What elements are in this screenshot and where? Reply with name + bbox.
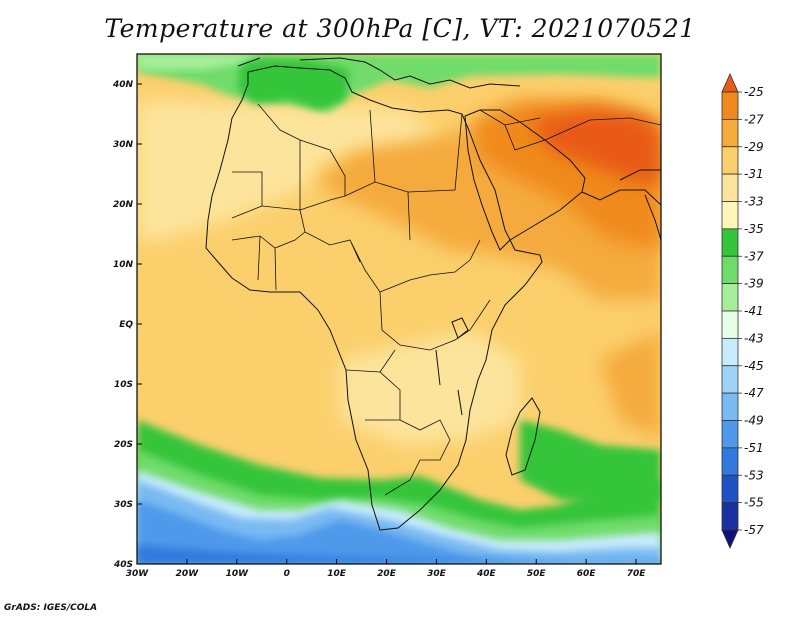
madagascar-coastline	[505, 397, 541, 476]
lat-tick-label: 10S	[114, 380, 133, 390]
colorbar-swatch	[721, 365, 739, 394]
colorbar-label: -41	[744, 304, 764, 318]
lon-tick-label: 0	[284, 569, 290, 579]
lon-tick-label: 30W	[126, 569, 150, 579]
colorbar-label: -53	[744, 468, 764, 482]
border-southern-africa	[345, 349, 451, 496]
field-green-south-east	[520, 420, 661, 505]
colorbar-swatch	[721, 502, 739, 531]
lat-tick-label: EQ	[119, 320, 133, 330]
india-coastline	[644, 194, 661, 241]
colorbar-label: -51	[744, 441, 764, 455]
colorbar-label: -29	[744, 140, 764, 154]
colorbar-label: -45	[744, 359, 764, 373]
latitude-ticks: 40N 30N 20N 10N EQ 10S 20S 30S 40S	[112, 80, 142, 570]
colorbar-swatch	[721, 447, 739, 476]
field-blue-south-deep	[137, 500, 661, 564]
country-borders	[231, 103, 661, 496]
colorbar-swatch	[721, 255, 739, 285]
field-lightgreen-north	[137, 54, 260, 70]
map-frame	[136, 53, 662, 565]
lon-tick-label: 10E	[327, 569, 347, 579]
colorbar-label: -57	[744, 523, 764, 537]
lon-tick-label: 30E	[427, 569, 447, 579]
lat-tick-label: 40S	[113, 560, 133, 570]
lat-tick-label: 40N	[112, 80, 134, 90]
lake-malawi	[457, 389, 463, 416]
colorbar-swatch	[721, 201, 739, 230]
field-orange-indian-ocean	[600, 330, 661, 440]
colorbar-swatch	[721, 118, 739, 148]
chart-title: Temperature at 300hPa [C], VT: 202107052…	[104, 14, 696, 43]
colorbar-swatch	[721, 337, 739, 367]
credit-label: GrADS: IGES/COLA	[4, 603, 98, 613]
colorbar-swatch	[721, 91, 739, 120]
border-north-africa	[232, 103, 463, 241]
coastlines	[205, 57, 661, 531]
border-central-africa	[299, 209, 491, 351]
colorbar-label: -49	[744, 414, 764, 428]
lat-tick-label: 30S	[114, 500, 133, 510]
colorbar: -25 -27 -29 -31 -33 -35 -37 -39 -41 -43 -45 -47 -49 -…	[721, 73, 764, 549]
lat-tick-label: 30N	[113, 140, 134, 150]
field-green-north-dark	[238, 58, 350, 110]
colorbar-label: -55	[744, 496, 764, 510]
asia-coastline	[581, 169, 661, 206]
colorbar-label: -37	[744, 249, 764, 263]
colorbar-label: -31	[744, 167, 764, 181]
colorbar-label: -43	[744, 331, 764, 345]
colorbar-swatch	[721, 173, 739, 202]
europe-coastline	[237, 57, 521, 89]
field-red-iran	[530, 110, 661, 185]
lon-tick-label: 70E	[627, 569, 647, 579]
lon-tick-label: 10W	[226, 569, 250, 579]
border-middle-east	[479, 109, 661, 151]
border-west-africa	[231, 205, 306, 291]
lon-tick-label: 20W	[176, 569, 200, 579]
colorbar-label: -27	[744, 112, 764, 126]
colorbar-label: -33	[744, 195, 764, 209]
lon-tick-label: 20E	[377, 569, 397, 579]
lat-tick-label: 10N	[113, 260, 134, 270]
field-darkblue-south	[137, 545, 661, 564]
lake-victoria	[451, 317, 469, 339]
colorbar-swatch	[721, 474, 739, 504]
field-light-southafrica	[340, 330, 520, 445]
lake-tanganyika	[435, 349, 441, 386]
colorbar-label: -35	[744, 222, 764, 236]
colorbar-swatch	[721, 146, 739, 175]
lat-tick-label: 20S	[114, 440, 133, 450]
lon-tick-label: 40E	[476, 569, 497, 579]
colorbar-swatch	[721, 73, 739, 93]
colorbar-swatch	[721, 420, 739, 449]
lon-tick-label: 50E	[527, 569, 547, 579]
longitude-ticks: 30W 20W 10W 0 10E 20E 30E 40E 50E 60E 70E	[126, 559, 646, 579]
colorbar-swatch	[721, 310, 739, 339]
colorbar-swatch	[721, 529, 739, 549]
field-light-band	[137, 100, 440, 240]
colorbar-swatch	[721, 392, 739, 421]
colorbar-label: -39	[744, 277, 764, 291]
colorbar-label: -47	[744, 386, 764, 400]
colorbar-label: -25	[744, 85, 764, 99]
colorbar-swatch	[721, 228, 739, 257]
africa-coastline	[205, 65, 543, 531]
temperature-field	[137, 54, 661, 564]
lat-tick-label: 20N	[113, 200, 134, 210]
arabia-coastline	[464, 109, 586, 251]
colorbar-swatch	[721, 283, 739, 312]
lon-tick-label: 60E	[577, 569, 597, 579]
